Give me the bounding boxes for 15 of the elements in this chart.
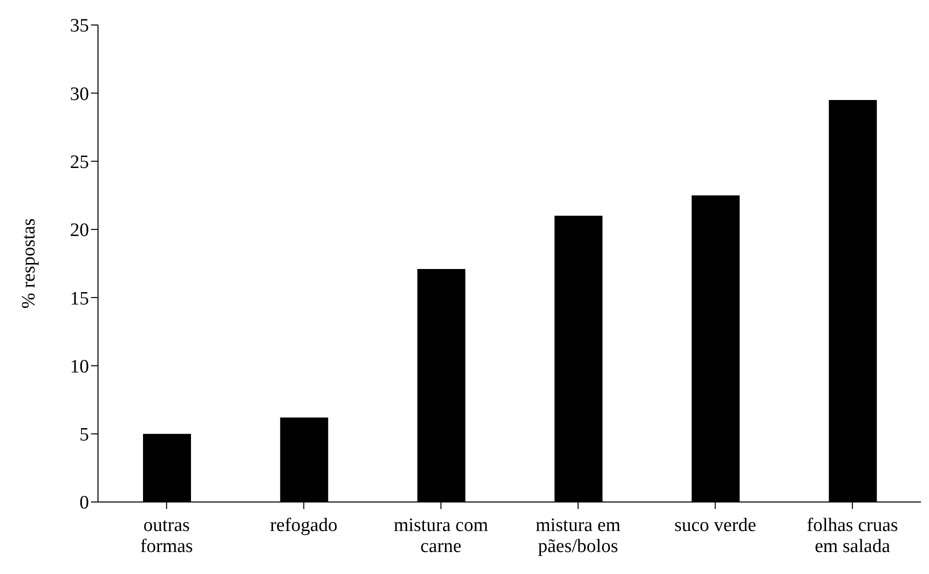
y-axis-title: % respostas	[18, 218, 40, 309]
x-tick-label: folhas cruas em salada	[806, 515, 898, 557]
y-tick-label: 5	[80, 424, 89, 446]
y-tick-label: 30	[70, 84, 89, 105]
x-tick-label: mistura com carne	[394, 515, 488, 557]
y-tick-label: 0	[80, 492, 89, 514]
y-tick-label: 25	[70, 152, 89, 174]
x-tick-label: suco verde	[674, 515, 756, 536]
y-tick-label: 15	[70, 288, 89, 310]
x-tick-label: outras formas	[140, 515, 193, 557]
x-tick-label: mistura em pães/bolos	[536, 515, 621, 557]
y-tick-label: 20	[70, 220, 89, 242]
x-tick-label: refogado	[270, 515, 338, 536]
y-tick-label: 35	[70, 16, 89, 37]
y-tick-label: 10	[70, 356, 89, 378]
